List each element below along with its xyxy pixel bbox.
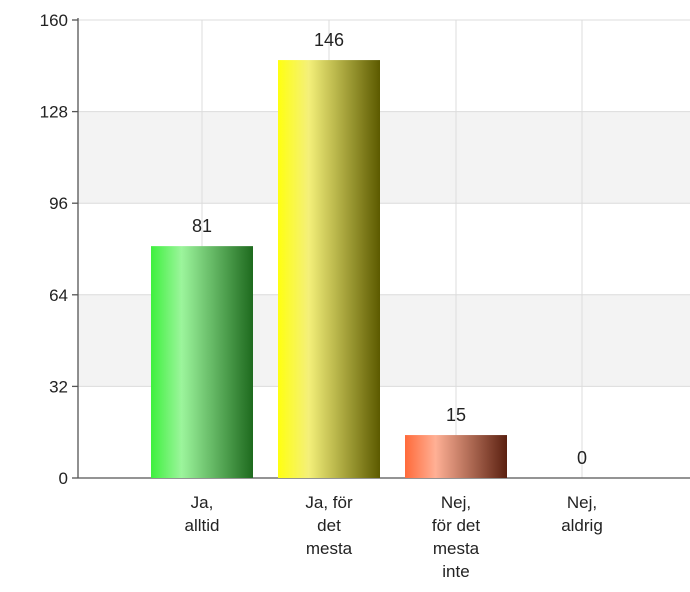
- data-label: 0: [577, 448, 587, 468]
- bars: [151, 60, 507, 478]
- x-tick-label: Nej, för det mesta inte: [432, 493, 480, 581]
- x-tick-label: Nej, aldrig: [561, 493, 603, 535]
- value-labels: 81 146 15 0: [192, 30, 587, 468]
- plot-bands: [78, 20, 690, 478]
- bar: [278, 60, 380, 478]
- y-tick-label: 0: [59, 469, 68, 488]
- data-label: 81: [192, 216, 212, 236]
- y-tick-label: 128: [40, 103, 68, 122]
- data-label: 15: [446, 405, 466, 425]
- y-tick-label: 96: [49, 194, 68, 213]
- plot-band: [78, 111, 690, 204]
- bar: [151, 246, 253, 478]
- x-tick-label: Ja, alltid: [185, 493, 220, 535]
- data-label: 146: [314, 30, 344, 50]
- x-tick-label: Ja, för det mesta: [305, 493, 353, 558]
- y-tick-label: 32: [49, 377, 68, 396]
- y-tick-label: 160: [40, 11, 68, 30]
- plot-band: [78, 20, 690, 112]
- y-tick-label: 64: [49, 286, 68, 305]
- y-tick-labels: 0 32 64 96 128 160: [40, 11, 68, 488]
- bar: [405, 435, 507, 478]
- category-labels: Ja, alltid Ja, för det mesta Nej, för det mesta…: [185, 493, 603, 581]
